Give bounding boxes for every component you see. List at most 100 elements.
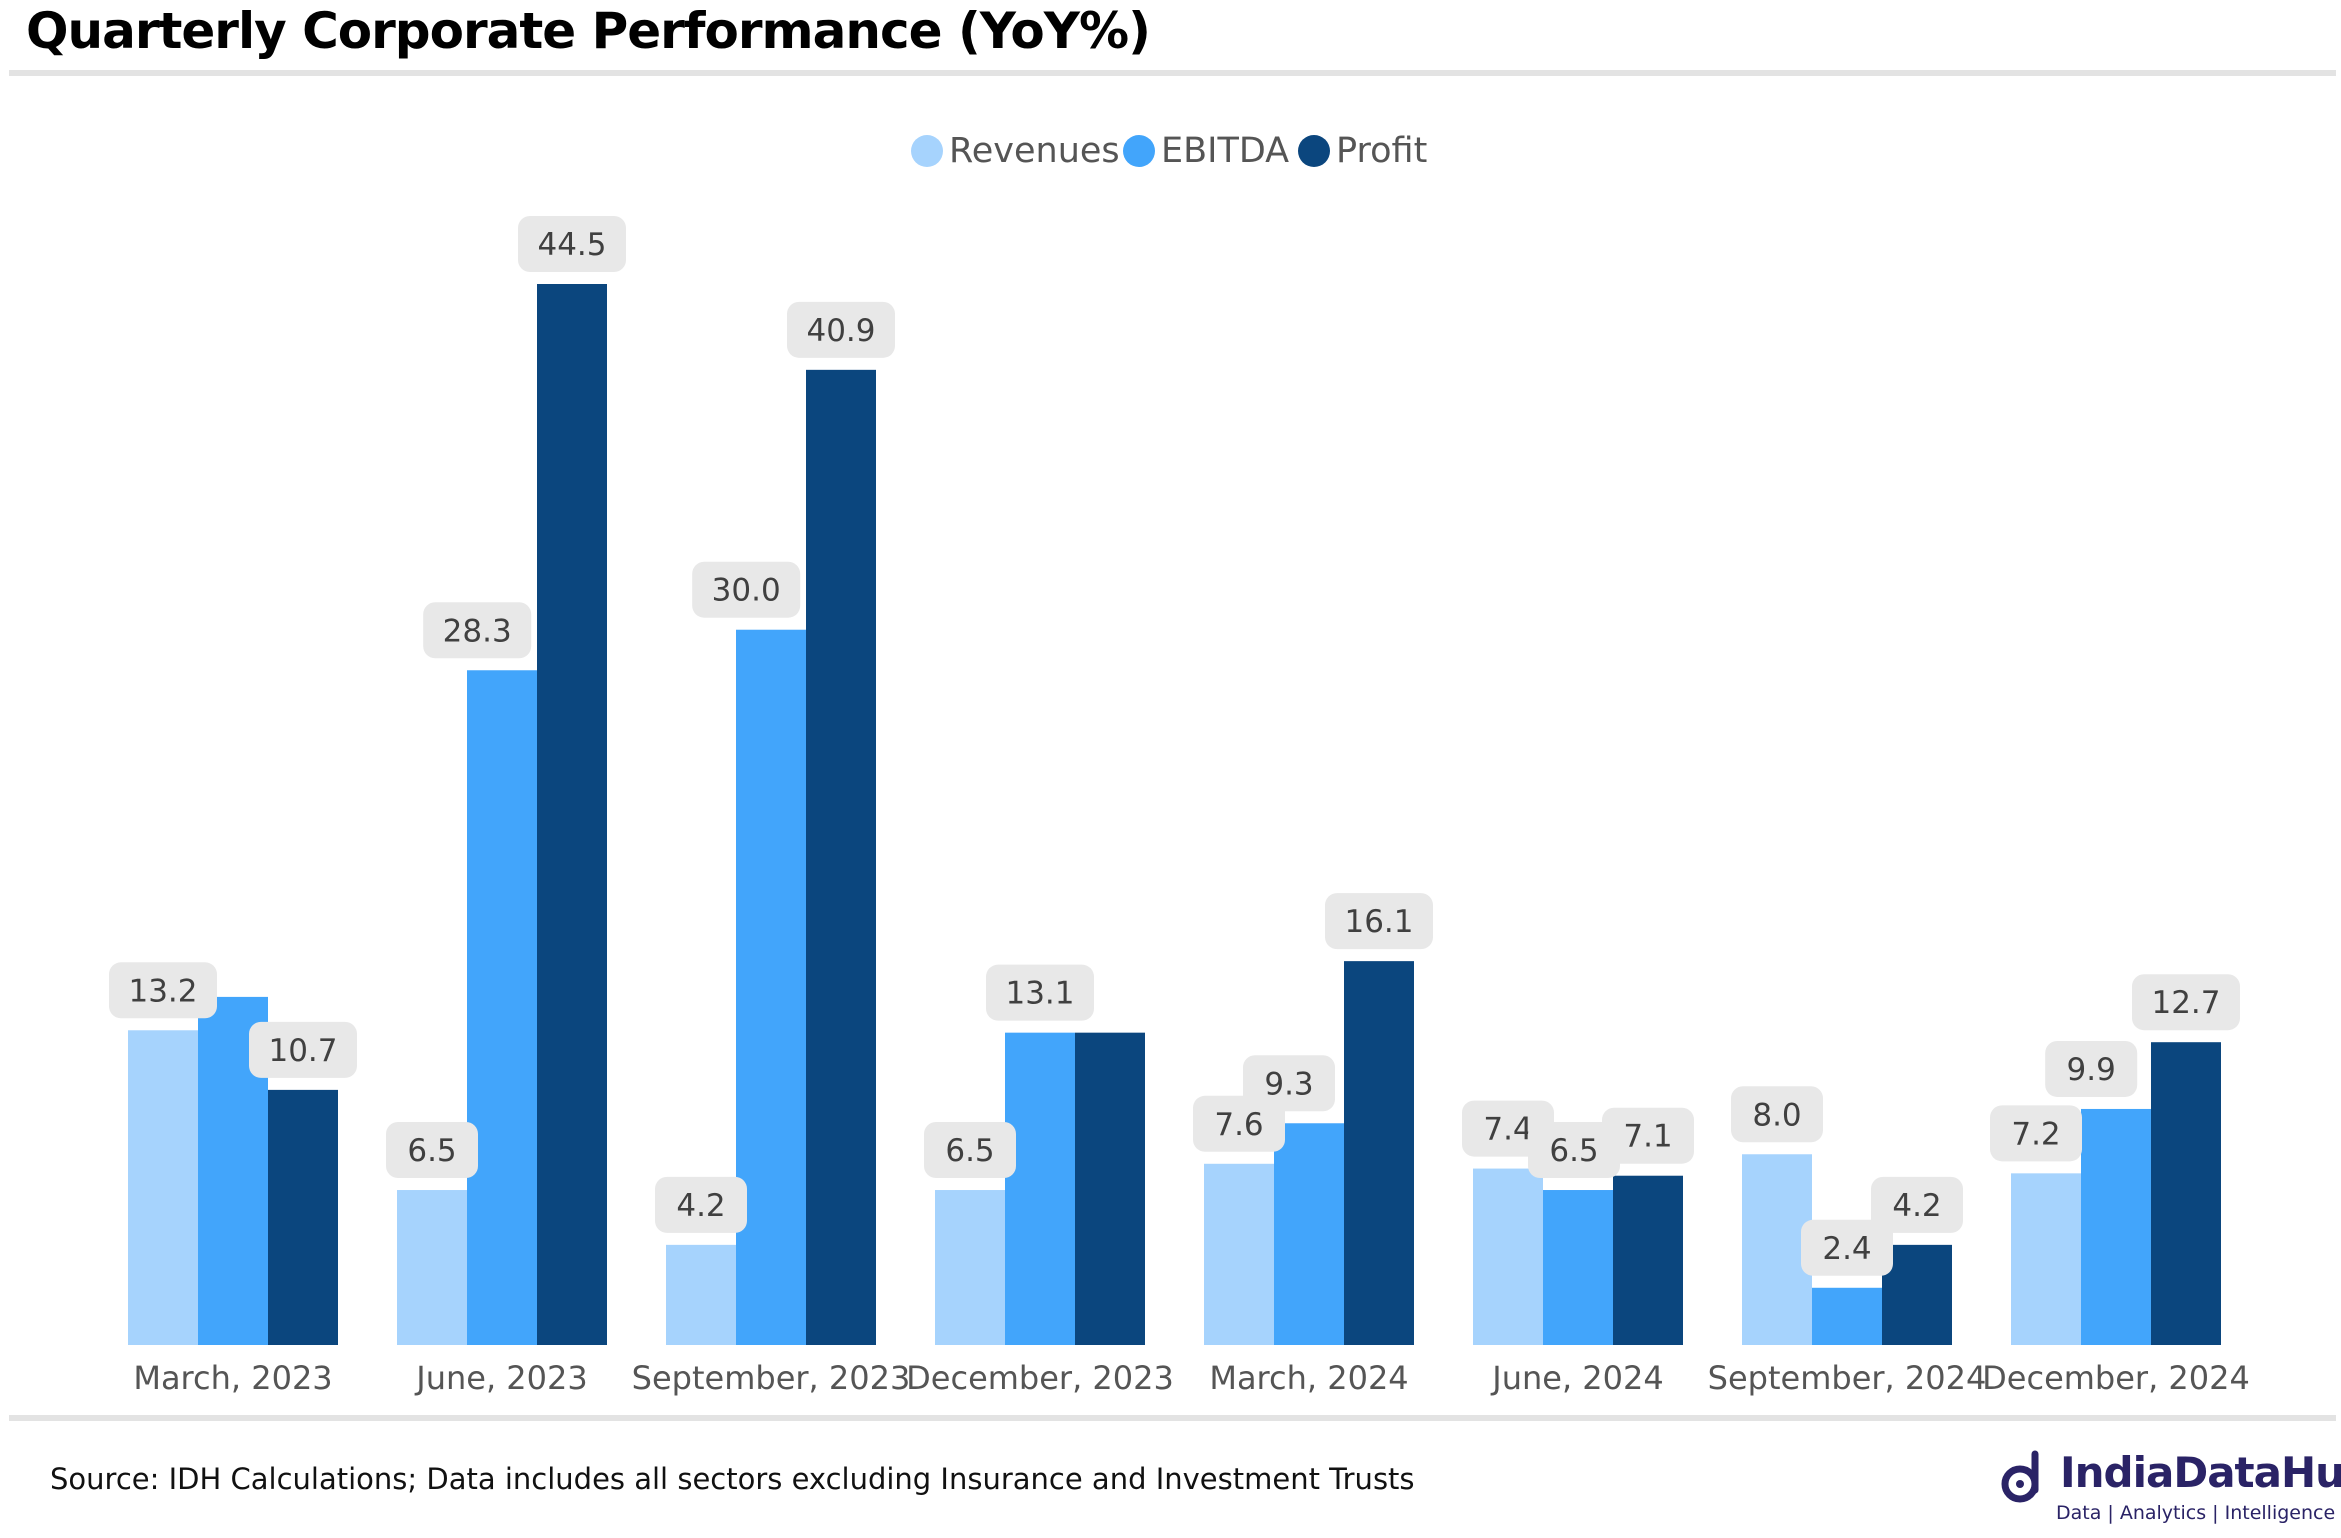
data-label-text: 44.5 — [537, 227, 606, 263]
bar-revenues-march-2023 — [128, 1030, 198, 1345]
data-label-text: 6.5 — [1549, 1133, 1598, 1169]
bar-ebitda-june-2023 — [467, 670, 537, 1345]
bar-profit-december-2024 — [2151, 1042, 2221, 1345]
logo-name: IndiaDataHub — [2060, 1448, 2341, 1497]
bottom-divider — [9, 1415, 2336, 1421]
x-tick-label: September, 2024 — [1708, 1359, 1987, 1397]
bar-ebitda-march-2024 — [1274, 1123, 1344, 1345]
x-tick-label: December, 2024 — [1982, 1359, 2250, 1397]
data-label-box — [655, 1176, 747, 1233]
data-label-text: 9.3 — [1264, 1066, 1313, 1102]
legend-label-revenues: Revenues — [949, 131, 1120, 171]
bar-revenues-december-2023 — [935, 1190, 1005, 1345]
data-label-text: 40.9 — [806, 313, 875, 349]
data-label-box — [1602, 1107, 1694, 1164]
data-label-text: 6.5 — [407, 1133, 456, 1169]
data-label-text: 12.7 — [2151, 985, 2220, 1021]
data-label-text: 7.4 — [1483, 1112, 1532, 1148]
legend-label-profit: Profit — [1336, 131, 1427, 171]
x-axis-tick-labels: March, 2023 June, 2023 September, 2023Dece… — [133, 1359, 2250, 1397]
data-label-box — [386, 1122, 478, 1179]
data-label-box — [518, 216, 626, 272]
bar-revenues-june-2023 — [397, 1190, 467, 1345]
bar-ebitda-september-2024 — [1812, 1287, 1882, 1345]
bar-profit-march-2023 — [268, 1089, 338, 1345]
bar-revenues-september-2023 — [666, 1244, 736, 1345]
logo-tagline: Data | Analytics | Intelligence — [2056, 1502, 2336, 1524]
data-label-revenues-march-2023: 13.2 — [109, 962, 217, 1019]
data-label-profit-june-2024: 7.1 — [1602, 1107, 1694, 1164]
bar-profit-june-2024 — [1613, 1175, 1683, 1345]
data-label-profit-december-2024: 12.7 — [2132, 974, 2240, 1031]
data-label-text: 30.0 — [712, 573, 781, 609]
legend-item-ebitda: EBITDA — [1123, 131, 1289, 171]
data-label-profit-september-2024: 4.2 — [1871, 1176, 1963, 1233]
legend-swatch-revenues — [911, 135, 943, 167]
chart-bars — [128, 284, 2221, 1345]
bar-revenues-march-2024 — [1204, 1163, 1274, 1345]
source-note: Source: IDH Calculations; Data includes … — [50, 1462, 1415, 1496]
bar-revenues-december-2024 — [2011, 1173, 2081, 1345]
data-label-ebitda-june-2024: 6.5 — [1528, 1122, 1620, 1179]
bar-revenues-june-2024 — [1473, 1168, 1543, 1345]
data-label-box — [1528, 1122, 1620, 1179]
x-tick-label: June, 2024 — [1490, 1359, 1663, 1397]
data-label-box — [986, 964, 1094, 1021]
data-label-revenues-december-2023: 6.5 — [924, 1122, 1016, 1179]
data-label-text: 2.4 — [1822, 1231, 1871, 1267]
data-label-profit-september-2023: 40.9 — [787, 301, 895, 358]
data-label-text: 9.9 — [2067, 1052, 2116, 1088]
data-label-revenues-june-2023: 6.5 — [386, 1122, 478, 1179]
bar-ebitda-june-2024 — [1543, 1190, 1613, 1345]
data-label-text: 4.2 — [1892, 1188, 1941, 1224]
data-label-revenues-december-2024: 7.2 — [1990, 1105, 2082, 1162]
bar-ebitda-december-2023 — [1005, 1032, 1075, 1345]
bar-profit-december-2023 — [1075, 1032, 1145, 1345]
bar-revenues-september-2024 — [1742, 1154, 1812, 1345]
data-label-text: 13.2 — [128, 973, 197, 1009]
data-label-box — [692, 561, 801, 618]
data-label-text: 6.5 — [945, 1133, 994, 1169]
chart-title: Quarterly Corporate Performance (YoY%) — [26, 2, 1151, 60]
chart-data-labels: 13.2 10.7 6.5 28.3 44.5 4.2 30.0 40.9 6.5 13.1 7.6… — [109, 216, 2240, 1276]
data-label-text: 16.1 — [1344, 904, 1413, 940]
data-label-box — [1731, 1086, 1823, 1143]
bar-profit-september-2023 — [806, 369, 876, 1345]
x-tick-label: June, 2023 — [414, 1359, 587, 1397]
data-label-box — [2132, 974, 2240, 1031]
data-label-box — [787, 301, 895, 358]
data-label-box — [1801, 1219, 1893, 1276]
data-label-ebitda-june-2023: 28.3 — [423, 602, 532, 659]
x-tick-label: March, 2023 — [133, 1359, 332, 1397]
data-label-ebitda-march-2024: 9.3 — [1243, 1055, 1335, 1112]
data-label-ebitda-september-2024: 2.4 — [1801, 1219, 1893, 1276]
legend-swatch-ebitda — [1123, 135, 1155, 167]
bar-ebitda-september-2023 — [736, 629, 806, 1345]
bar-profit-september-2024 — [1882, 1244, 1952, 1345]
data-label-ebitda-december-2023: 13.1 — [986, 964, 1094, 1021]
data-label-text: 7.1 — [1623, 1119, 1672, 1155]
data-label-ebitda-september-2023: 30.0 — [692, 561, 801, 618]
data-label-text: 13.1 — [1005, 976, 1074, 1012]
data-label-revenues-september-2024: 8.0 — [1731, 1086, 1823, 1143]
data-label-revenues-september-2023: 4.2 — [655, 1176, 747, 1233]
d-logo-icon — [2001, 1450, 2039, 1503]
data-label-text: 4.2 — [676, 1188, 725, 1224]
brand-logo: IndiaDataHub Data | Analytics | Intellig… — [1998, 1448, 2341, 1530]
bar-profit-june-2023 — [537, 284, 607, 1345]
data-label-ebitda-december-2024: 9.9 — [2045, 1040, 2138, 1097]
legend-label-ebitda: EBITDA — [1161, 131, 1289, 171]
data-label-profit-march-2023: 10.7 — [249, 1021, 357, 1078]
bar-profit-march-2024 — [1344, 961, 1414, 1345]
data-label-profit-june-2023: 44.5 — [518, 216, 626, 272]
data-label-profit-march-2024: 16.1 — [1325, 893, 1433, 950]
data-label-box — [1325, 893, 1433, 950]
data-label-box — [423, 602, 532, 659]
data-label-box — [1990, 1105, 2082, 1162]
data-label-box — [924, 1122, 1016, 1179]
data-label-text: 8.0 — [1752, 1097, 1801, 1133]
legend-item-profit: Profit — [1298, 131, 1427, 171]
x-tick-label: December, 2023 — [906, 1359, 1174, 1397]
data-label-box — [2045, 1040, 2138, 1097]
